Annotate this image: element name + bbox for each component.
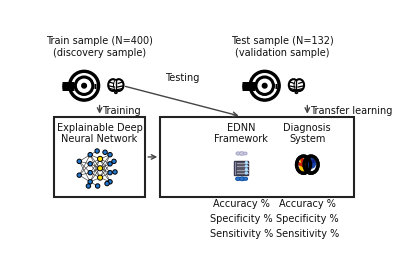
Circle shape bbox=[246, 165, 247, 167]
Circle shape bbox=[78, 79, 91, 92]
Ellipse shape bbox=[236, 152, 240, 155]
Circle shape bbox=[113, 170, 117, 174]
Text: Transfer learning: Transfer learning bbox=[310, 106, 392, 116]
Circle shape bbox=[88, 162, 92, 166]
Ellipse shape bbox=[299, 158, 305, 163]
Circle shape bbox=[112, 159, 116, 163]
Text: Accuracy %
Specificity %
Sensitivity %: Accuracy % Specificity % Sensitivity % bbox=[276, 199, 339, 239]
Circle shape bbox=[108, 180, 112, 184]
Circle shape bbox=[246, 169, 247, 170]
Circle shape bbox=[69, 70, 100, 101]
Ellipse shape bbox=[298, 157, 309, 171]
Ellipse shape bbox=[108, 79, 118, 91]
Circle shape bbox=[258, 79, 271, 92]
Circle shape bbox=[98, 156, 103, 162]
Text: Training: Training bbox=[102, 106, 140, 116]
Circle shape bbox=[262, 83, 267, 88]
Circle shape bbox=[108, 153, 112, 157]
Ellipse shape bbox=[297, 156, 310, 173]
Ellipse shape bbox=[304, 156, 318, 173]
Circle shape bbox=[252, 74, 277, 98]
Circle shape bbox=[88, 153, 92, 157]
Circle shape bbox=[246, 162, 247, 163]
Ellipse shape bbox=[299, 164, 308, 172]
FancyBboxPatch shape bbox=[234, 161, 236, 175]
Circle shape bbox=[98, 175, 103, 180]
Circle shape bbox=[98, 166, 103, 171]
Text: Diagnosis
System: Diagnosis System bbox=[284, 123, 331, 144]
Text: EDNN
Framework: EDNN Framework bbox=[214, 123, 268, 144]
Ellipse shape bbox=[114, 79, 124, 91]
Ellipse shape bbox=[306, 157, 317, 171]
Ellipse shape bbox=[114, 81, 118, 90]
Ellipse shape bbox=[239, 152, 244, 155]
Ellipse shape bbox=[244, 177, 248, 180]
Text: Explainable Deep
Neural Network: Explainable Deep Neural Network bbox=[57, 123, 142, 144]
Ellipse shape bbox=[295, 92, 298, 93]
FancyBboxPatch shape bbox=[234, 161, 248, 175]
Text: Train sample (N=400)
(discovery sample): Train sample (N=400) (discovery sample) bbox=[46, 36, 153, 58]
Ellipse shape bbox=[236, 177, 240, 180]
Circle shape bbox=[105, 181, 109, 186]
Circle shape bbox=[88, 170, 92, 175]
Text: Test sample (N=132)
(validation sample): Test sample (N=132) (validation sample) bbox=[231, 36, 334, 58]
Ellipse shape bbox=[243, 152, 247, 155]
Circle shape bbox=[95, 184, 100, 188]
Ellipse shape bbox=[295, 79, 304, 91]
Circle shape bbox=[88, 180, 92, 184]
Circle shape bbox=[108, 162, 112, 166]
FancyBboxPatch shape bbox=[54, 116, 145, 197]
Circle shape bbox=[249, 70, 280, 101]
Circle shape bbox=[108, 170, 112, 175]
Circle shape bbox=[255, 76, 274, 95]
Circle shape bbox=[95, 149, 99, 153]
Ellipse shape bbox=[295, 81, 298, 90]
Circle shape bbox=[103, 150, 107, 155]
Circle shape bbox=[246, 172, 247, 174]
Ellipse shape bbox=[115, 92, 117, 93]
Ellipse shape bbox=[311, 159, 315, 163]
Ellipse shape bbox=[240, 177, 245, 181]
Circle shape bbox=[72, 74, 96, 98]
Circle shape bbox=[86, 184, 91, 188]
Circle shape bbox=[74, 76, 94, 95]
Text: Testing: Testing bbox=[165, 73, 199, 83]
Ellipse shape bbox=[289, 79, 298, 91]
Circle shape bbox=[77, 159, 82, 163]
Ellipse shape bbox=[306, 158, 316, 169]
Text: Accuracy %
Specificity %
Sensitivity %: Accuracy % Specificity % Sensitivity % bbox=[210, 199, 273, 239]
Circle shape bbox=[82, 83, 86, 88]
FancyBboxPatch shape bbox=[160, 116, 354, 197]
Circle shape bbox=[77, 173, 82, 177]
